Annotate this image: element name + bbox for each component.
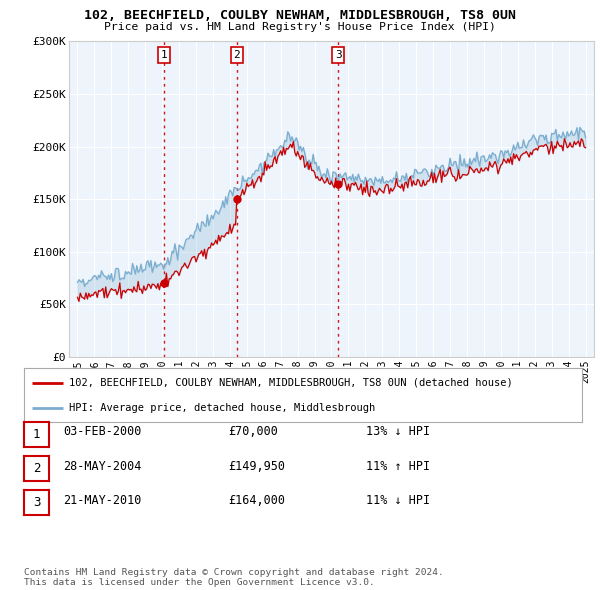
Text: £70,000: £70,000 [228, 425, 278, 438]
Text: 102, BEECHFIELD, COULBY NEWHAM, MIDDLESBROUGH, TS8 0UN (detached house): 102, BEECHFIELD, COULBY NEWHAM, MIDDLESB… [68, 378, 512, 388]
Text: 28-MAY-2004: 28-MAY-2004 [63, 460, 142, 473]
Text: 21-MAY-2010: 21-MAY-2010 [63, 494, 142, 507]
Text: 102, BEECHFIELD, COULBY NEWHAM, MIDDLESBROUGH, TS8 0UN: 102, BEECHFIELD, COULBY NEWHAM, MIDDLESB… [84, 9, 516, 22]
Text: 1: 1 [33, 428, 40, 441]
Text: 11% ↓ HPI: 11% ↓ HPI [366, 494, 430, 507]
Text: 3: 3 [33, 496, 40, 509]
Text: 13% ↓ HPI: 13% ↓ HPI [366, 425, 430, 438]
Text: 1: 1 [160, 50, 167, 60]
Text: HPI: Average price, detached house, Middlesbrough: HPI: Average price, detached house, Midd… [68, 404, 375, 413]
Text: £149,950: £149,950 [228, 460, 285, 473]
Text: £164,000: £164,000 [228, 494, 285, 507]
Text: 03-FEB-2000: 03-FEB-2000 [63, 425, 142, 438]
Text: 11% ↑ HPI: 11% ↑ HPI [366, 460, 430, 473]
Text: Price paid vs. HM Land Registry's House Price Index (HPI): Price paid vs. HM Land Registry's House … [104, 22, 496, 32]
Text: 2: 2 [33, 462, 40, 475]
Text: 2: 2 [233, 50, 240, 60]
Text: Contains HM Land Registry data © Crown copyright and database right 2024.
This d: Contains HM Land Registry data © Crown c… [24, 568, 444, 587]
Text: 3: 3 [335, 50, 341, 60]
